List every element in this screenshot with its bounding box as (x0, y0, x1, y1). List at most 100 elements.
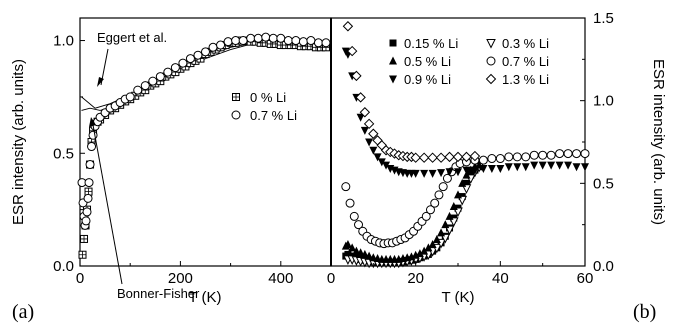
data-point-a-s1 (81, 216, 91, 226)
panel-label-a: (a) (12, 301, 34, 323)
legend-marker-b (389, 56, 397, 65)
data-point-a-s1 (291, 36, 301, 46)
data-point-b-s5 (461, 151, 472, 163)
data-point-b-s2 (356, 248, 365, 257)
data-point-b-s5 (363, 118, 375, 130)
data-point-a-s1 (87, 142, 97, 152)
data-point-b-s4 (581, 163, 589, 172)
data-point-a-s1 (125, 92, 135, 102)
legend-marker-b (486, 39, 496, 49)
x-tick-label-a: 0 (76, 270, 84, 287)
data-point-b-s3 (430, 198, 440, 208)
data-point-a-s0-cross (79, 251, 87, 259)
legend-label-b: 0.9 % Li (404, 72, 451, 87)
panel-label-b: (b) (633, 301, 656, 323)
x-tick-label-a: 400 (268, 270, 293, 287)
data-point-b-s0 (462, 179, 470, 187)
legend-label-a: 0.7 % Li (250, 108, 297, 123)
data-point-b-s3 (478, 155, 488, 165)
y-tick-label-b: 0.0 (593, 258, 614, 275)
data-point-b-s4 (572, 163, 581, 172)
y-tick-label-b: 0.5 (593, 175, 614, 192)
data-point-b-s2 (449, 201, 458, 210)
data-point-b-s3 (580, 149, 590, 159)
data-point-b-s5 (452, 151, 464, 163)
annotation-eggert-arrowhead (97, 77, 104, 87)
data-point-b-s2 (445, 211, 454, 220)
legend-label-b: 0.3 % Li (502, 36, 549, 51)
data-point-a-s1 (201, 47, 210, 57)
data-point-a-s1 (276, 33, 286, 43)
data-point-a-s1 (178, 58, 188, 68)
annotation-bonner-fisher: Bonner-Fisher (117, 286, 200, 301)
data-point-a-s1 (306, 36, 316, 46)
data-point-b-s4 (538, 161, 547, 170)
data-point-b-s3 (546, 150, 556, 160)
data-point-b-s5 (368, 128, 379, 139)
x-tick-label-b: 60 (577, 270, 594, 287)
data-point-a-s1 (298, 37, 308, 47)
data-point-a-s1 (185, 54, 195, 64)
x-tick-label-b: 20 (407, 270, 424, 287)
data-point-a-s1 (231, 36, 241, 46)
legend-label-b: 0.5 % Li (404, 54, 451, 69)
data-point-a-s1 (246, 33, 256, 43)
data-point-a-s1 (268, 33, 278, 43)
data-point-b-s2 (365, 251, 374, 260)
data-point-a-s1 (82, 207, 92, 217)
y-axis-label-b: ESR intensity (arb. units) (650, 59, 667, 225)
data-point-b-s2 (466, 165, 475, 174)
data-point-b-s5 (346, 45, 358, 57)
data-point-b-s4 (513, 163, 522, 172)
x-tick-label-b: 40 (492, 270, 509, 287)
data-point-b-s5 (469, 150, 481, 162)
annotation-eggert: Eggert et al. (97, 30, 167, 45)
data-point-b-s3 (495, 154, 505, 164)
data-point-a-s1 (313, 38, 323, 48)
y-tick-label-a: 0.0 (53, 258, 74, 275)
data-point-a-s1 (193, 50, 203, 60)
y-tick-label-a: 0.5 (53, 145, 74, 162)
data-point-a-s1 (85, 160, 95, 170)
data-point-b-s3 (504, 152, 514, 162)
legend-marker-b (486, 56, 496, 66)
data-point-b-s4 (521, 163, 530, 172)
data-point-b-s3 (354, 220, 364, 230)
data-point-b-s3 (421, 211, 431, 221)
legend-marker-b (389, 39, 397, 47)
data-point-a-s1 (163, 67, 173, 77)
panel-b: 0 20 40 600.0 0.5 1.0 1.5 T (K) ESR intensity (a… (327, 10, 667, 306)
data-point-b-s3 (434, 190, 444, 200)
x-tick-label-a: 200 (168, 270, 193, 287)
data-point-b-s4 (564, 161, 573, 170)
data-point-b-s5 (444, 151, 455, 163)
data-point-b-s4 (479, 164, 488, 173)
data-point-b-s4 (496, 164, 505, 173)
annotation-bonner-arrow-line (92, 124, 123, 285)
data-point-b-s4 (487, 164, 496, 173)
y-tick-label-a: 1.0 (53, 33, 74, 50)
data-point-b-s5 (351, 70, 362, 82)
x-tick-label-b: 0 (327, 270, 335, 287)
legend-marker-a (231, 110, 241, 120)
legend-marker-a-cross (232, 93, 240, 101)
data-point-b-s5 (410, 152, 421, 163)
data-point-b-s4 (462, 166, 471, 175)
data-point-b-s4 (356, 113, 365, 122)
x-axis-label-a: T (K) (188, 289, 221, 306)
data-point-b-s4 (420, 169, 429, 178)
data-point-b-s5 (435, 152, 447, 163)
legend-label-a: 0 % Li (250, 90, 286, 105)
data-point-b-s2 (415, 249, 424, 258)
legend-label-b: 1.3 % Li (502, 72, 549, 87)
data-point-a-s1 (148, 76, 158, 86)
y-axis-label-a: ESR intensity (arb. units) (10, 59, 27, 225)
legend-label-b: 0.15 % Li (404, 36, 458, 51)
data-point-a-s1 (283, 36, 293, 46)
data-point-b-s2 (352, 246, 361, 255)
data-point-b-s4 (428, 169, 437, 178)
data-point-b-s2 (424, 243, 433, 252)
data-point-a-s1 (261, 32, 271, 42)
data-point-b-s2 (454, 190, 462, 199)
